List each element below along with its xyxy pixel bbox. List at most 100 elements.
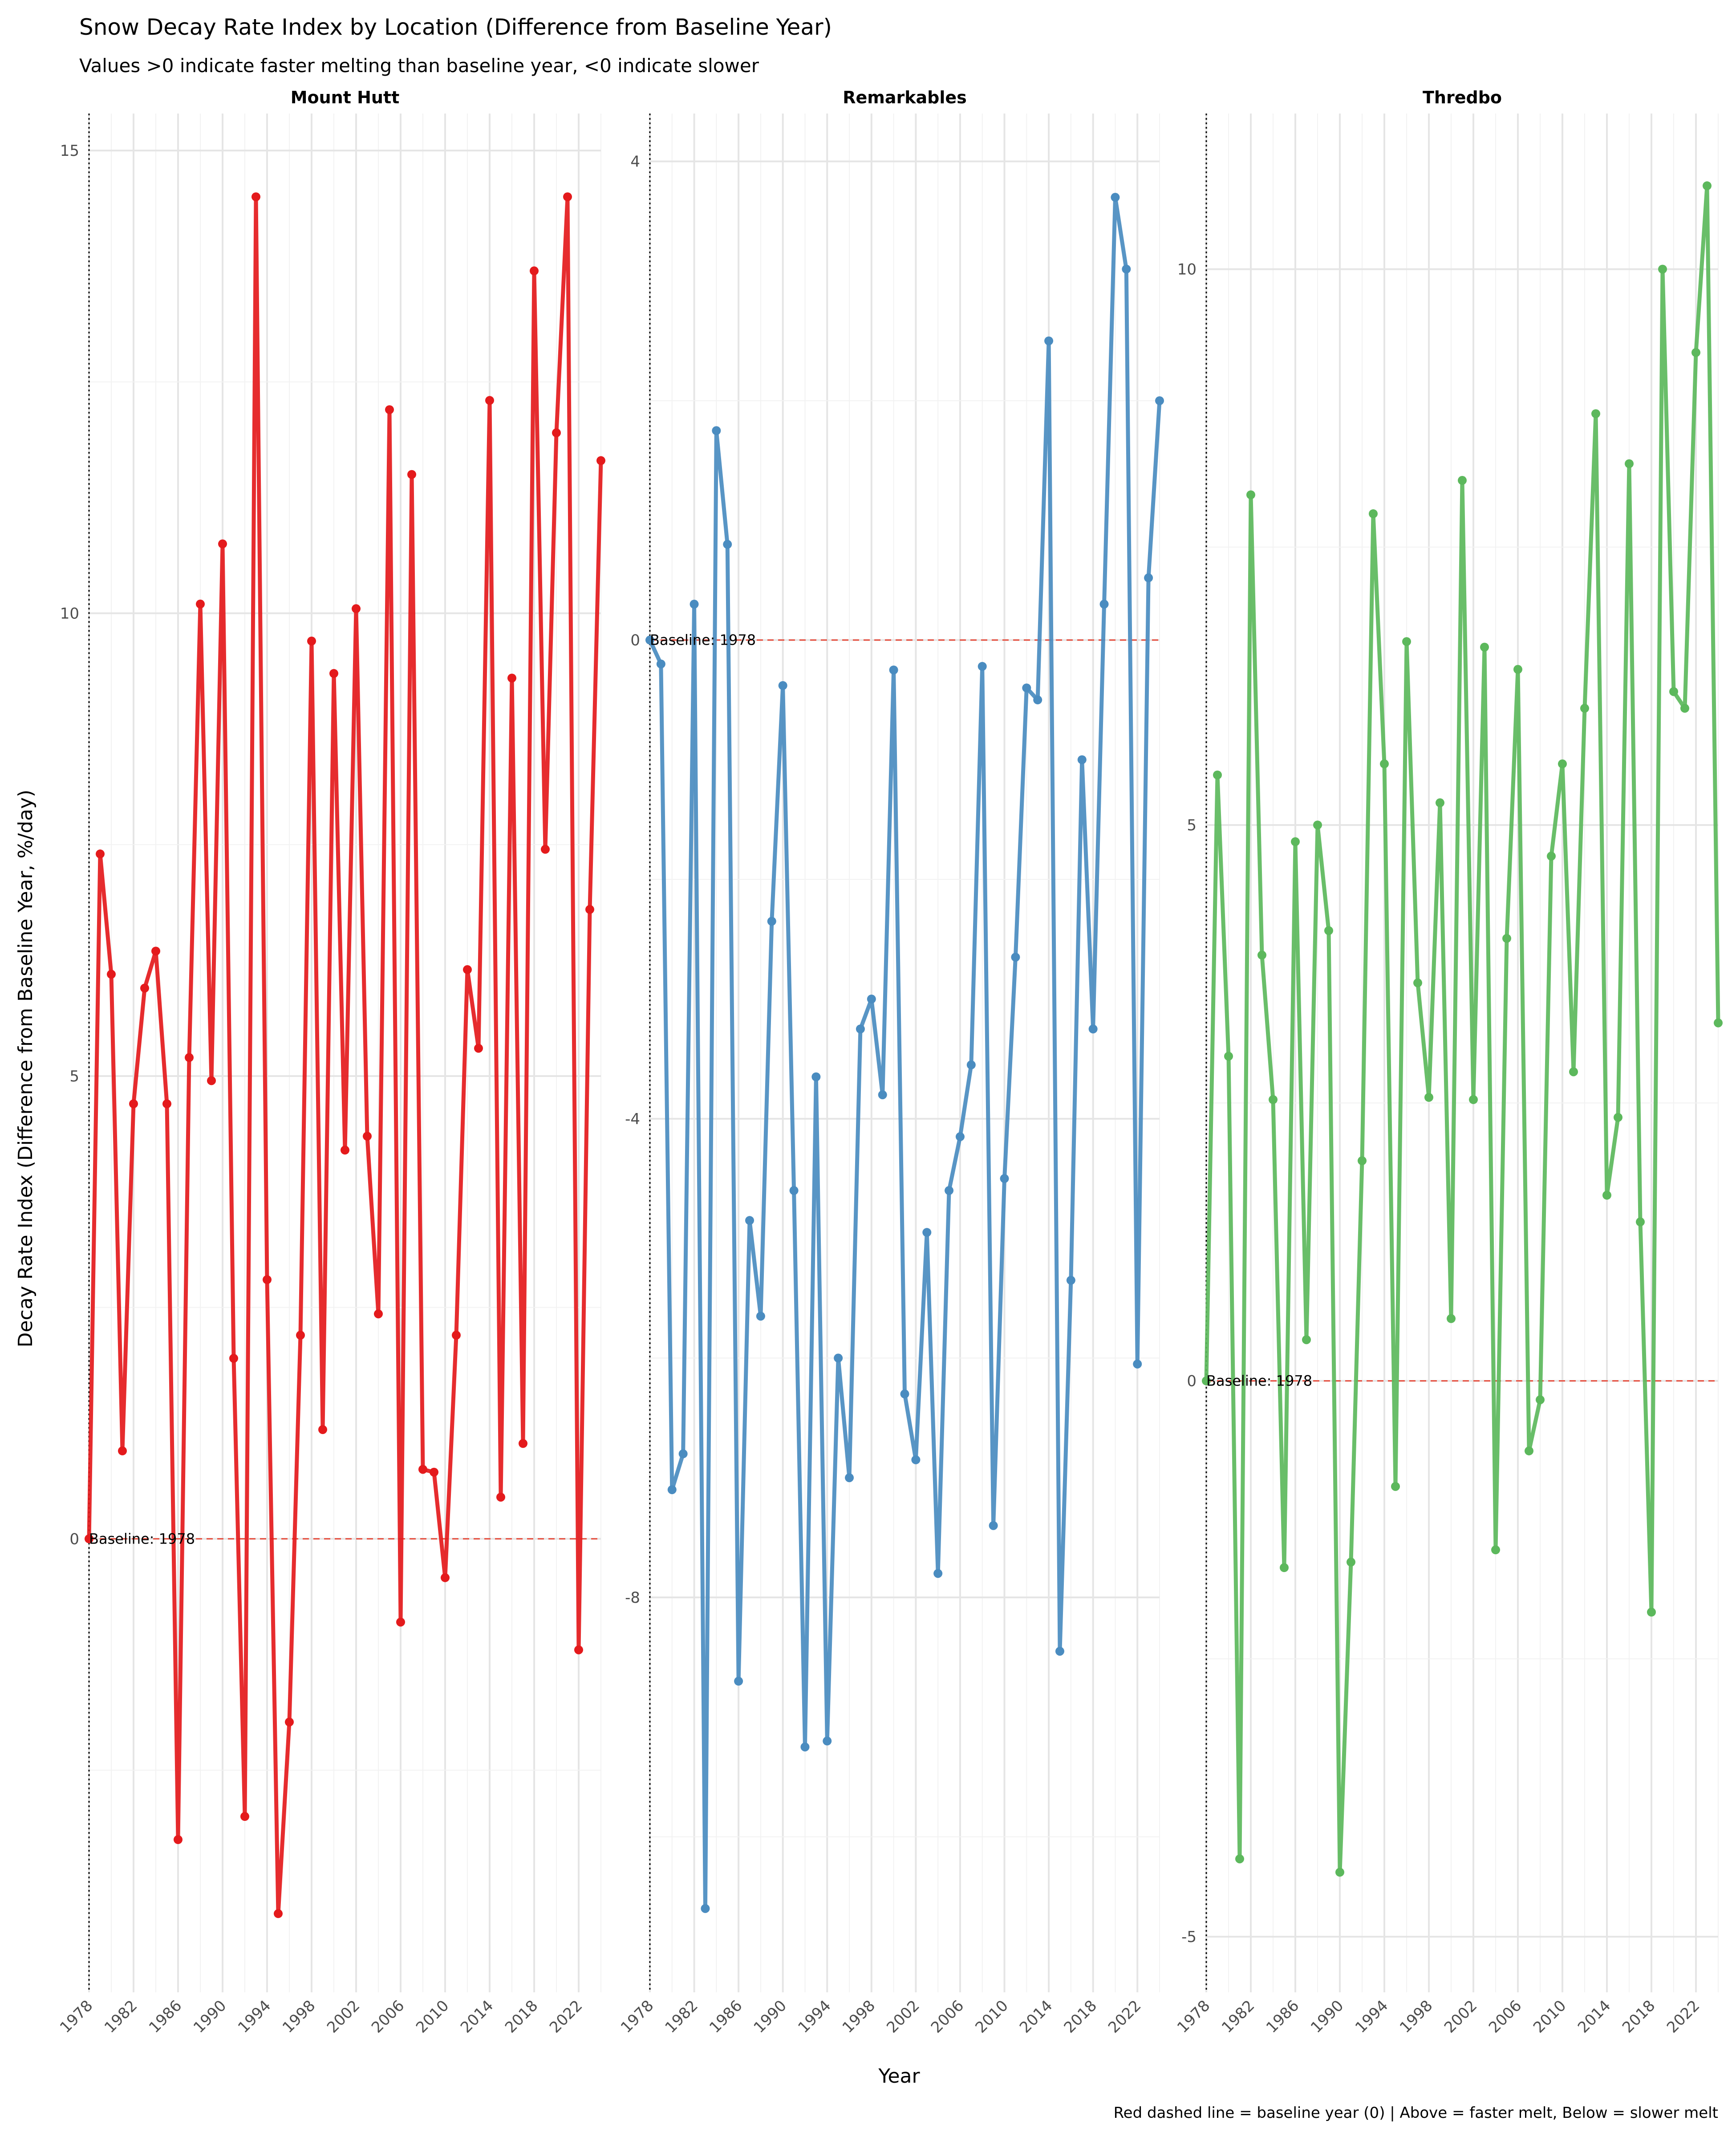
x-tick-label: 2014 [457, 1997, 497, 2036]
x-tick-label: 1994 [235, 1997, 274, 2036]
series-line [648, 195, 1162, 1911]
data-point [1580, 703, 1589, 713]
data-point [1088, 1024, 1098, 1034]
data-point [878, 1090, 887, 1100]
data-point [1358, 1156, 1367, 1166]
data-point [107, 970, 116, 979]
chart-subtitle: Values >0 indicate faster melting than b… [79, 55, 759, 77]
data-point [151, 947, 160, 956]
data-point [1066, 1276, 1075, 1285]
panel-title: Mount Hutt [291, 88, 400, 107]
baseline-label: Baseline: 1978 [650, 632, 756, 649]
data-point [463, 965, 472, 974]
data-point [541, 845, 550, 854]
data-point [1335, 1868, 1344, 1877]
data-point [900, 1389, 909, 1399]
x-tick-label: 2018 [1619, 1997, 1659, 2036]
data-point [1077, 755, 1087, 764]
x-tick-label: 1990 [750, 1997, 790, 2036]
data-point [778, 681, 787, 690]
data-point [129, 1099, 138, 1109]
data-point [485, 396, 494, 405]
data-point [1224, 1052, 1233, 1061]
data-point [1669, 687, 1678, 696]
data-point [1202, 1376, 1211, 1385]
data-point [823, 1736, 832, 1746]
x-tick-label: 1986 [1263, 1997, 1302, 2036]
x-tick-label: 1998 [1396, 1997, 1436, 2036]
data-point [1391, 1482, 1400, 1491]
data-point [1246, 490, 1255, 500]
data-point [140, 983, 149, 993]
x-tick-label: 1990 [190, 1997, 230, 2036]
data-point [1122, 264, 1131, 274]
data-point [407, 470, 416, 479]
data-point [118, 1446, 127, 1455]
data-point [745, 1216, 754, 1225]
data-point [207, 1076, 216, 1085]
x-tick-label: 1982 [661, 1997, 701, 2036]
data-point [251, 192, 260, 202]
data-point [274, 1909, 283, 1918]
x-tick-label: 2018 [1061, 1997, 1100, 2036]
x-tick-label: 2022 [546, 1997, 586, 2036]
data-point [1000, 1174, 1009, 1183]
data-point [196, 599, 205, 609]
data-point [530, 266, 539, 276]
y-tick-label: 5 [1187, 817, 1197, 834]
data-point [1235, 1854, 1244, 1864]
data-point [1313, 821, 1322, 830]
data-point [922, 1228, 932, 1237]
data-point [1347, 1557, 1355, 1567]
x-tick-label: 1986 [146, 1997, 185, 2036]
data-point [1011, 952, 1020, 962]
data-point [285, 1717, 294, 1727]
data-point [955, 1132, 965, 1142]
data-point [889, 665, 898, 674]
panel-1: Remarkables -8 -4 0 4 1978 1982 1986 1990 1994 199… [617, 88, 1164, 2037]
data-point [1044, 336, 1054, 345]
data-point [1055, 1646, 1064, 1656]
x-tick-label: 1978 [1174, 1997, 1213, 2036]
data-point [1302, 1335, 1311, 1345]
y-tick-label: -4 [625, 1110, 640, 1128]
y-tick-label: 0 [630, 632, 640, 650]
baseline-label: Baseline: 1978 [89, 1530, 195, 1547]
data-point [1022, 683, 1031, 693]
data-point [1099, 600, 1109, 609]
data-point [1213, 770, 1222, 780]
x-tick-label: 2010 [1530, 1997, 1570, 2036]
data-point [1614, 1113, 1622, 1122]
y-tick-label: 0 [69, 1530, 79, 1548]
data-point [645, 635, 654, 645]
data-point [1380, 759, 1389, 768]
data-point [933, 1569, 943, 1578]
data-point [1369, 509, 1378, 518]
x-tick-label: 2006 [1485, 1997, 1525, 2036]
data-point [867, 995, 876, 1004]
data-point [811, 1072, 821, 1081]
data-point [1033, 695, 1042, 705]
data-point [396, 1617, 405, 1627]
data-point [1133, 1359, 1142, 1369]
data-point [318, 1425, 327, 1434]
data-point [162, 1099, 171, 1109]
y-tick-label: 15 [60, 142, 79, 160]
data-point [1680, 703, 1689, 713]
x-tick-label: 2002 [324, 1997, 363, 2036]
data-point [723, 540, 732, 549]
data-point [363, 1132, 372, 1141]
y-tick-label: 4 [630, 153, 640, 171]
data-point [263, 1275, 272, 1284]
data-point [341, 1146, 349, 1155]
x-tick-label: 2006 [368, 1997, 408, 2036]
data-point [507, 674, 516, 683]
data-point [174, 1835, 183, 1844]
x-tick-label: 2006 [928, 1997, 967, 2036]
data-point [85, 1534, 93, 1544]
data-point [1536, 1395, 1545, 1405]
x-tick-label: 1982 [101, 1997, 141, 2036]
